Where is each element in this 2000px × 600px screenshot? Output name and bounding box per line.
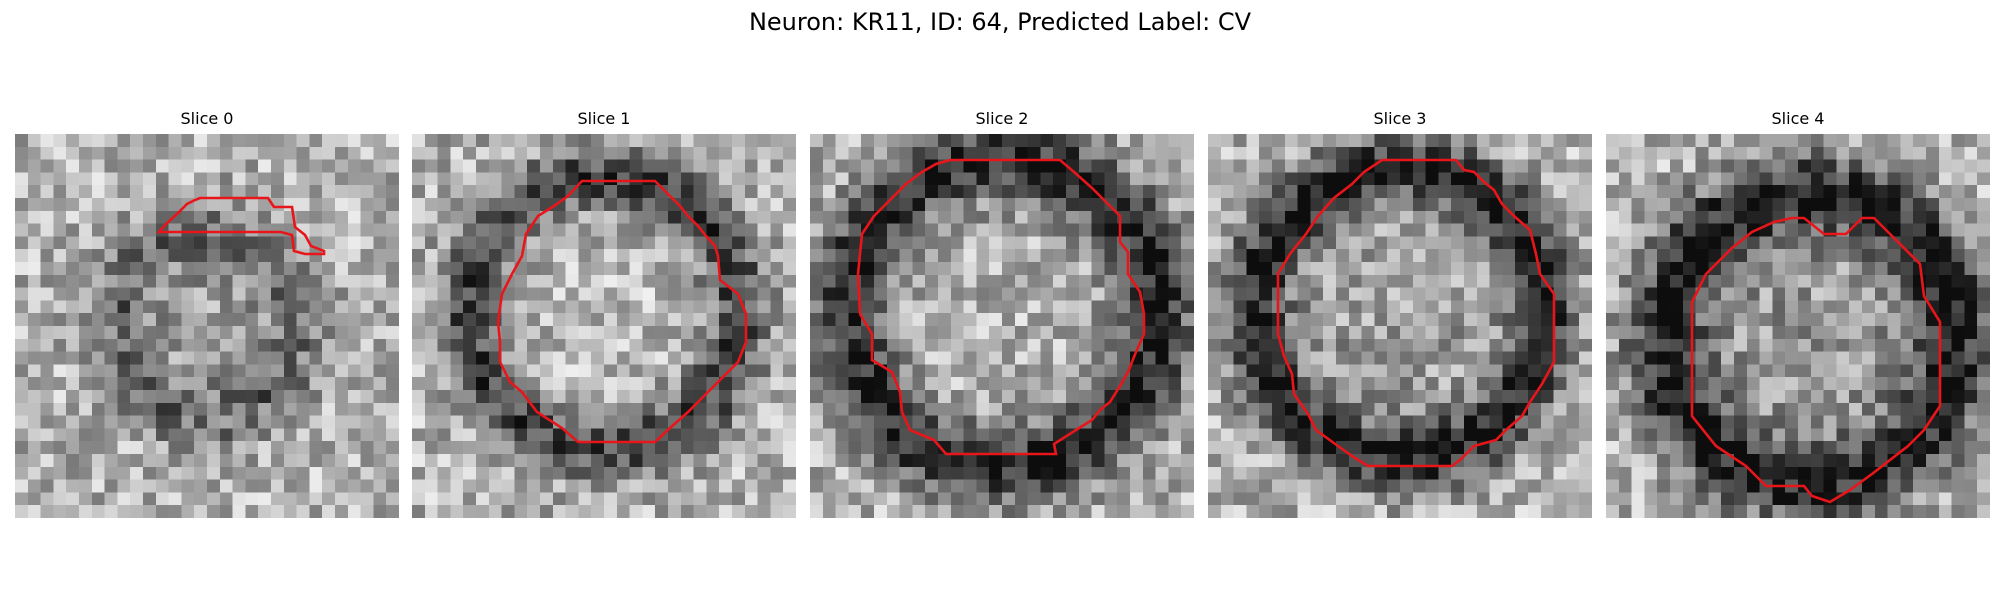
figure-title: Neuron: KR11, ID: 64, Predicted Label: C… — [748, 8, 1252, 36]
slice-1-outline — [496, 179, 748, 444]
slice-3-outline — [1276, 158, 1556, 468]
slice-4-outline — [1690, 216, 1942, 504]
slice-4-grayscale-pixels — [1606, 134, 1990, 518]
slice-image-1 — [412, 134, 796, 518]
slice-2-outline — [856, 158, 1146, 456]
slice-image-2 — [810, 134, 1194, 518]
slice-title-0: Slice 0 — [180, 109, 234, 128]
slice-title-1: Slice 1 — [577, 109, 631, 128]
slice-title-2: Slice 2 — [975, 109, 1029, 128]
slice-0-grayscale-pixels — [15, 134, 399, 518]
slice-image-3 — [1208, 134, 1592, 518]
slice-0-outline — [156, 196, 326, 256]
slice-image-0 — [15, 134, 399, 518]
slice-title-3: Slice 3 — [1373, 109, 1427, 128]
slice-3-grayscale-pixels — [1208, 134, 1592, 518]
slice-1-grayscale-pixels — [412, 134, 796, 518]
slice-image-4 — [1606, 134, 1990, 518]
slice-2-grayscale-pixels — [810, 134, 1194, 518]
slice-title-4: Slice 4 — [1771, 109, 1825, 128]
